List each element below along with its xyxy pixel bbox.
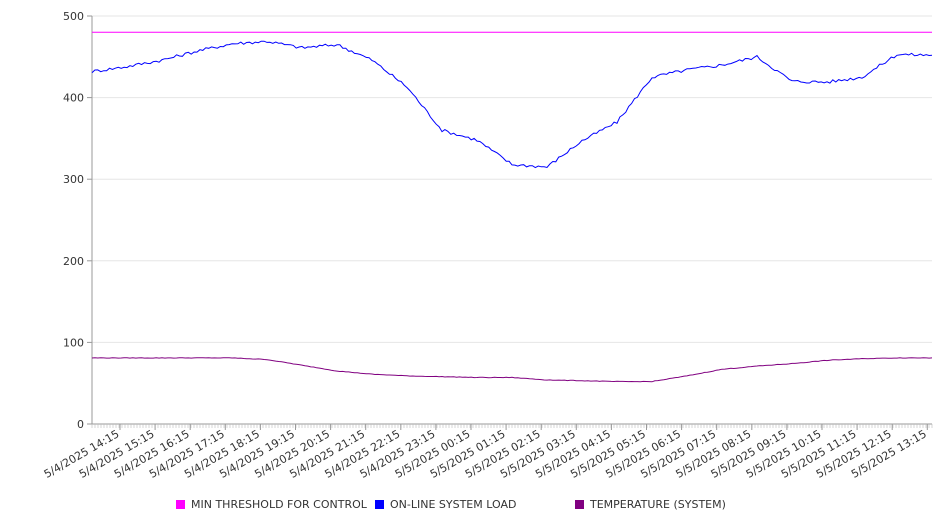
y-tick-label: 400 [63,92,84,105]
legend-swatch-purple [575,500,584,509]
legend: MIN THRESHOLD FOR CONTROL ON-LINE SYSTEM… [0,498,946,514]
y-tick-label: 200 [63,255,84,268]
axes [91,16,933,428]
legend-item-system-load: ON-LINE SYSTEM LOAD [375,498,516,511]
legend-label: ON-LINE SYSTEM LOAD [390,498,517,511]
y-tick-label: 500 [63,10,84,23]
legend-label: TEMPERATURE (SYSTEM) [590,498,726,511]
series-line-1 [91,40,933,169]
legend-swatch-blue [375,500,384,509]
legend-item-min-threshold: MIN THRESHOLD FOR CONTROL [176,498,367,511]
legend-swatch-magenta [176,500,185,509]
series-lines [91,31,933,383]
gridlines [87,15,932,425]
y-tick-label: 100 [63,336,84,349]
y-tick-label: 300 [63,173,84,186]
y-axis-ticks: 0 100 200 300 400 500 [63,10,84,431]
legend-item-temperature: TEMPERATURE (SYSTEM) [575,498,726,511]
y-tick-label: 0 [77,418,84,431]
x-axis-ticks: 5/4/2025 14:155/4/2025 15:155/4/2025 16:… [42,424,929,481]
series-line-2 [91,357,933,383]
legend-label: MIN THRESHOLD FOR CONTROL [191,498,367,511]
